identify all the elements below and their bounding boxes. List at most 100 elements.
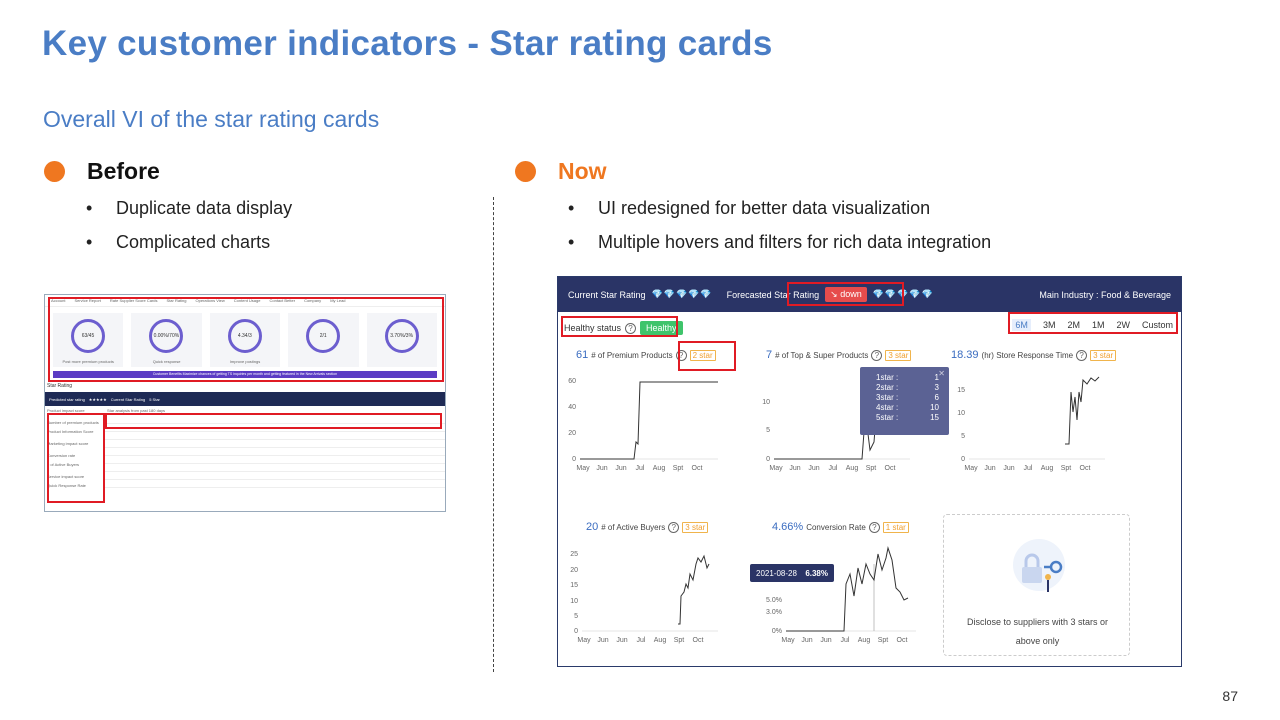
current-star-label: Current Star Rating	[568, 289, 646, 300]
current-value: 5 Star	[149, 396, 160, 402]
x-tick: Oct	[897, 637, 908, 644]
before-nav-item[interactable]: Account	[51, 298, 66, 303]
before-heading-row: Before	[44, 158, 160, 185]
before-nav-item[interactable]: Operations View	[195, 298, 225, 303]
before-predicted-bar: Predicted star rating ★★★★★ Current Star…	[45, 392, 445, 406]
y-tick: 0	[961, 456, 965, 463]
tooltip-row: 2star :3	[876, 383, 939, 392]
help-icon[interactable]: ?	[871, 349, 883, 361]
card-store-response-time: 18.39 (hr) Store Response Time? 3 star	[951, 349, 1117, 361]
chart-active-buyers: 25 20 15 10 5 0 May Jun Jun Jul Aug Spt …	[570, 551, 718, 644]
y-tick: 40	[568, 404, 576, 411]
before-nav-item[interactable]: Contact Better	[269, 298, 296, 303]
x-tick: Jul	[829, 465, 838, 472]
help-icon[interactable]: ?	[675, 349, 687, 361]
x-tick: May	[577, 637, 591, 644]
left-item: Number of premium products	[47, 420, 99, 425]
x-tick: Oct	[1080, 465, 1091, 472]
filter-6m[interactable]: 6M	[1012, 319, 1031, 331]
y-tick: 60	[568, 378, 576, 385]
before-nav-item[interactable]: Star Rating	[166, 298, 187, 303]
x-ticks: May Jun Jun Jul Aug Spt Oct	[769, 465, 895, 472]
kpi-ring: 3.70%/3%	[384, 319, 419, 353]
y-tick: 0	[766, 456, 770, 463]
table-title: Star analysis from past 180 days	[107, 408, 166, 413]
filter-2w[interactable]: 2W	[1116, 320, 1130, 330]
slide-subtitle: Overall VI of the star rating cards	[43, 106, 380, 132]
series-line	[786, 546, 909, 632]
star-tag: 1 star	[882, 521, 909, 533]
x-tick: Jun	[616, 637, 627, 644]
page-number: 87	[1222, 688, 1238, 704]
help-icon[interactable]: ?	[868, 521, 880, 533]
before-highlight-table	[105, 413, 442, 429]
x-ticks: May Jun Jun Jul Aug Spt Oct	[576, 465, 702, 472]
x-tick: Jun	[615, 465, 626, 472]
y-tick: 0	[572, 456, 576, 463]
now-highlight-filters	[1008, 312, 1178, 334]
help-icon[interactable]: ?	[625, 322, 637, 334]
y-tick: 15	[957, 387, 965, 394]
left-item: Marketing impact score	[47, 441, 89, 446]
before-nav-item[interactable]: My Lead	[330, 298, 346, 303]
before-kpi-card: 2/1	[288, 313, 359, 367]
x-tick: Jun	[808, 465, 819, 472]
before-left-col: Product impact score Number of premium p…	[45, 406, 105, 494]
tooltip-row: 5star :15	[876, 413, 939, 422]
filter-2m[interactable]: 2M	[1067, 320, 1080, 330]
left-item: Product Information Score	[47, 429, 94, 434]
kpi-ring: 4.34/3	[227, 319, 262, 353]
y-tick: 0%	[772, 628, 782, 635]
x-tick: May	[781, 637, 795, 644]
dashed-divider	[493, 197, 494, 672]
star-tag: 3 star	[682, 521, 709, 533]
before-highlight-left	[47, 413, 105, 503]
x-tick: Aug	[654, 637, 667, 644]
conversion-tooltip: 2021-08-28 6.38%	[750, 564, 834, 582]
filter-custom[interactable]: Custom	[1141, 320, 1173, 330]
left-item: Service impact score	[47, 474, 85, 479]
close-icon[interactable]: ✕	[938, 369, 945, 378]
before-nav-item[interactable]: Company	[304, 298, 322, 303]
table-row	[105, 440, 445, 448]
help-icon[interactable]: ?	[668, 521, 680, 533]
filter-3m[interactable]: 3M	[1042, 320, 1056, 330]
y-tick: 5	[574, 613, 578, 620]
left-item: Conversion rate	[47, 453, 76, 458]
forecast-star-label: Forecasted Star Rating	[726, 289, 820, 300]
x-tick: Jun	[596, 465, 607, 472]
star-tag: 2 star	[689, 349, 716, 361]
before-nav-item[interactable]: Service Report	[74, 298, 101, 303]
before-bullets: Duplicate data display Complicated chart…	[86, 198, 292, 266]
x-tick: Spt	[674, 637, 685, 644]
help-icon[interactable]: ?	[1076, 349, 1088, 361]
x-tick: May	[964, 465, 978, 472]
disclose-message: Disclose to suppliers with 3 stars or ab…	[966, 617, 1109, 646]
x-ticks: May Jun Jun Jul Aug Spt Oct	[964, 465, 1090, 472]
tooltip-row: 1star :1	[876, 373, 939, 382]
before-nav-item[interactable]: Content Usage	[233, 298, 261, 303]
before-kpi-card: 4.34/3 Improve postings	[209, 313, 281, 367]
table-row	[105, 472, 445, 480]
x-tick: Jun	[789, 465, 800, 472]
now-screenshot: Current Star Rating 💎💎💎💎💎 Forecasted Sta…	[557, 276, 1182, 667]
x-tick: Aug	[846, 465, 859, 472]
now-highlight-healthy	[561, 316, 678, 337]
main-industry: Main Industry : Food & Beverage	[1039, 289, 1171, 300]
series-line	[1065, 376, 1100, 445]
x-tick: May	[769, 465, 783, 472]
before-nav-item[interactable]: Rate Supplier Score Cards	[109, 298, 158, 303]
before-highlight-top	[48, 297, 444, 382]
y-tick: 5.0%	[766, 597, 782, 604]
x-tick: Jul	[637, 637, 646, 644]
current-label: Current Star Rating	[110, 396, 146, 402]
lock-illustration-icon	[1013, 539, 1065, 592]
filter-1m[interactable]: 1M	[1091, 320, 1105, 330]
table-row	[105, 456, 445, 464]
now-heading: Now	[558, 158, 607, 184]
slide-title: Key customer indicators - Star rating ca…	[42, 24, 773, 63]
now-bullet: UI redesigned for better data visualizat…	[568, 198, 991, 232]
star-distribution-tooltip: ✕ 1star :1 2star :3 3star :6 4star :10 5…	[860, 367, 949, 435]
now-highlight-star-tag	[678, 341, 736, 371]
x-tick: Oct	[693, 637, 704, 644]
